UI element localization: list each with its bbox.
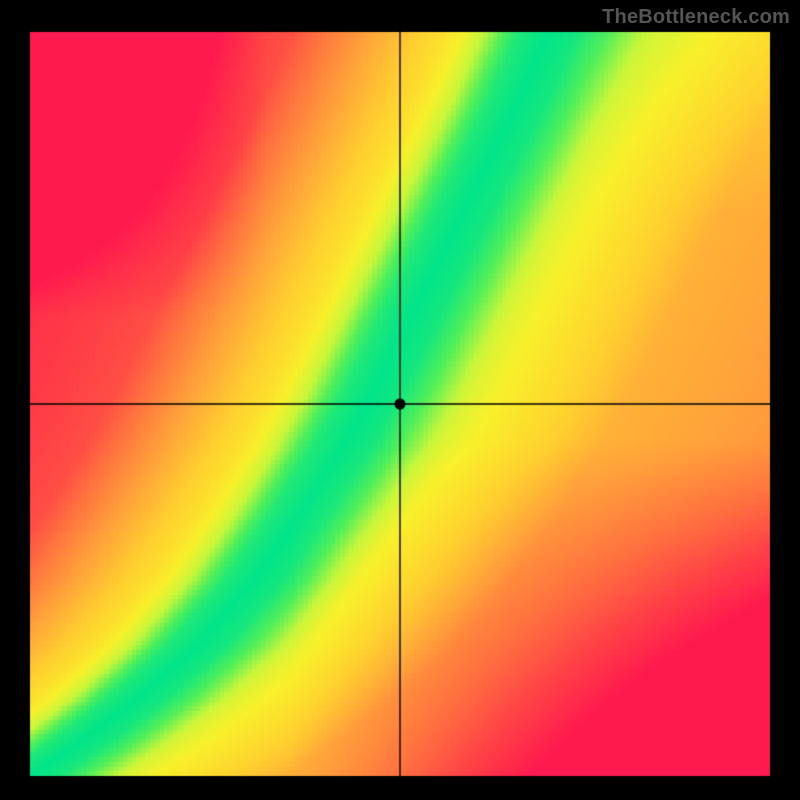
heatmap-canvas xyxy=(0,0,800,800)
watermark-text: TheBottleneck.com xyxy=(602,6,790,29)
heatmap-root: TheBottleneck.com xyxy=(0,0,800,800)
